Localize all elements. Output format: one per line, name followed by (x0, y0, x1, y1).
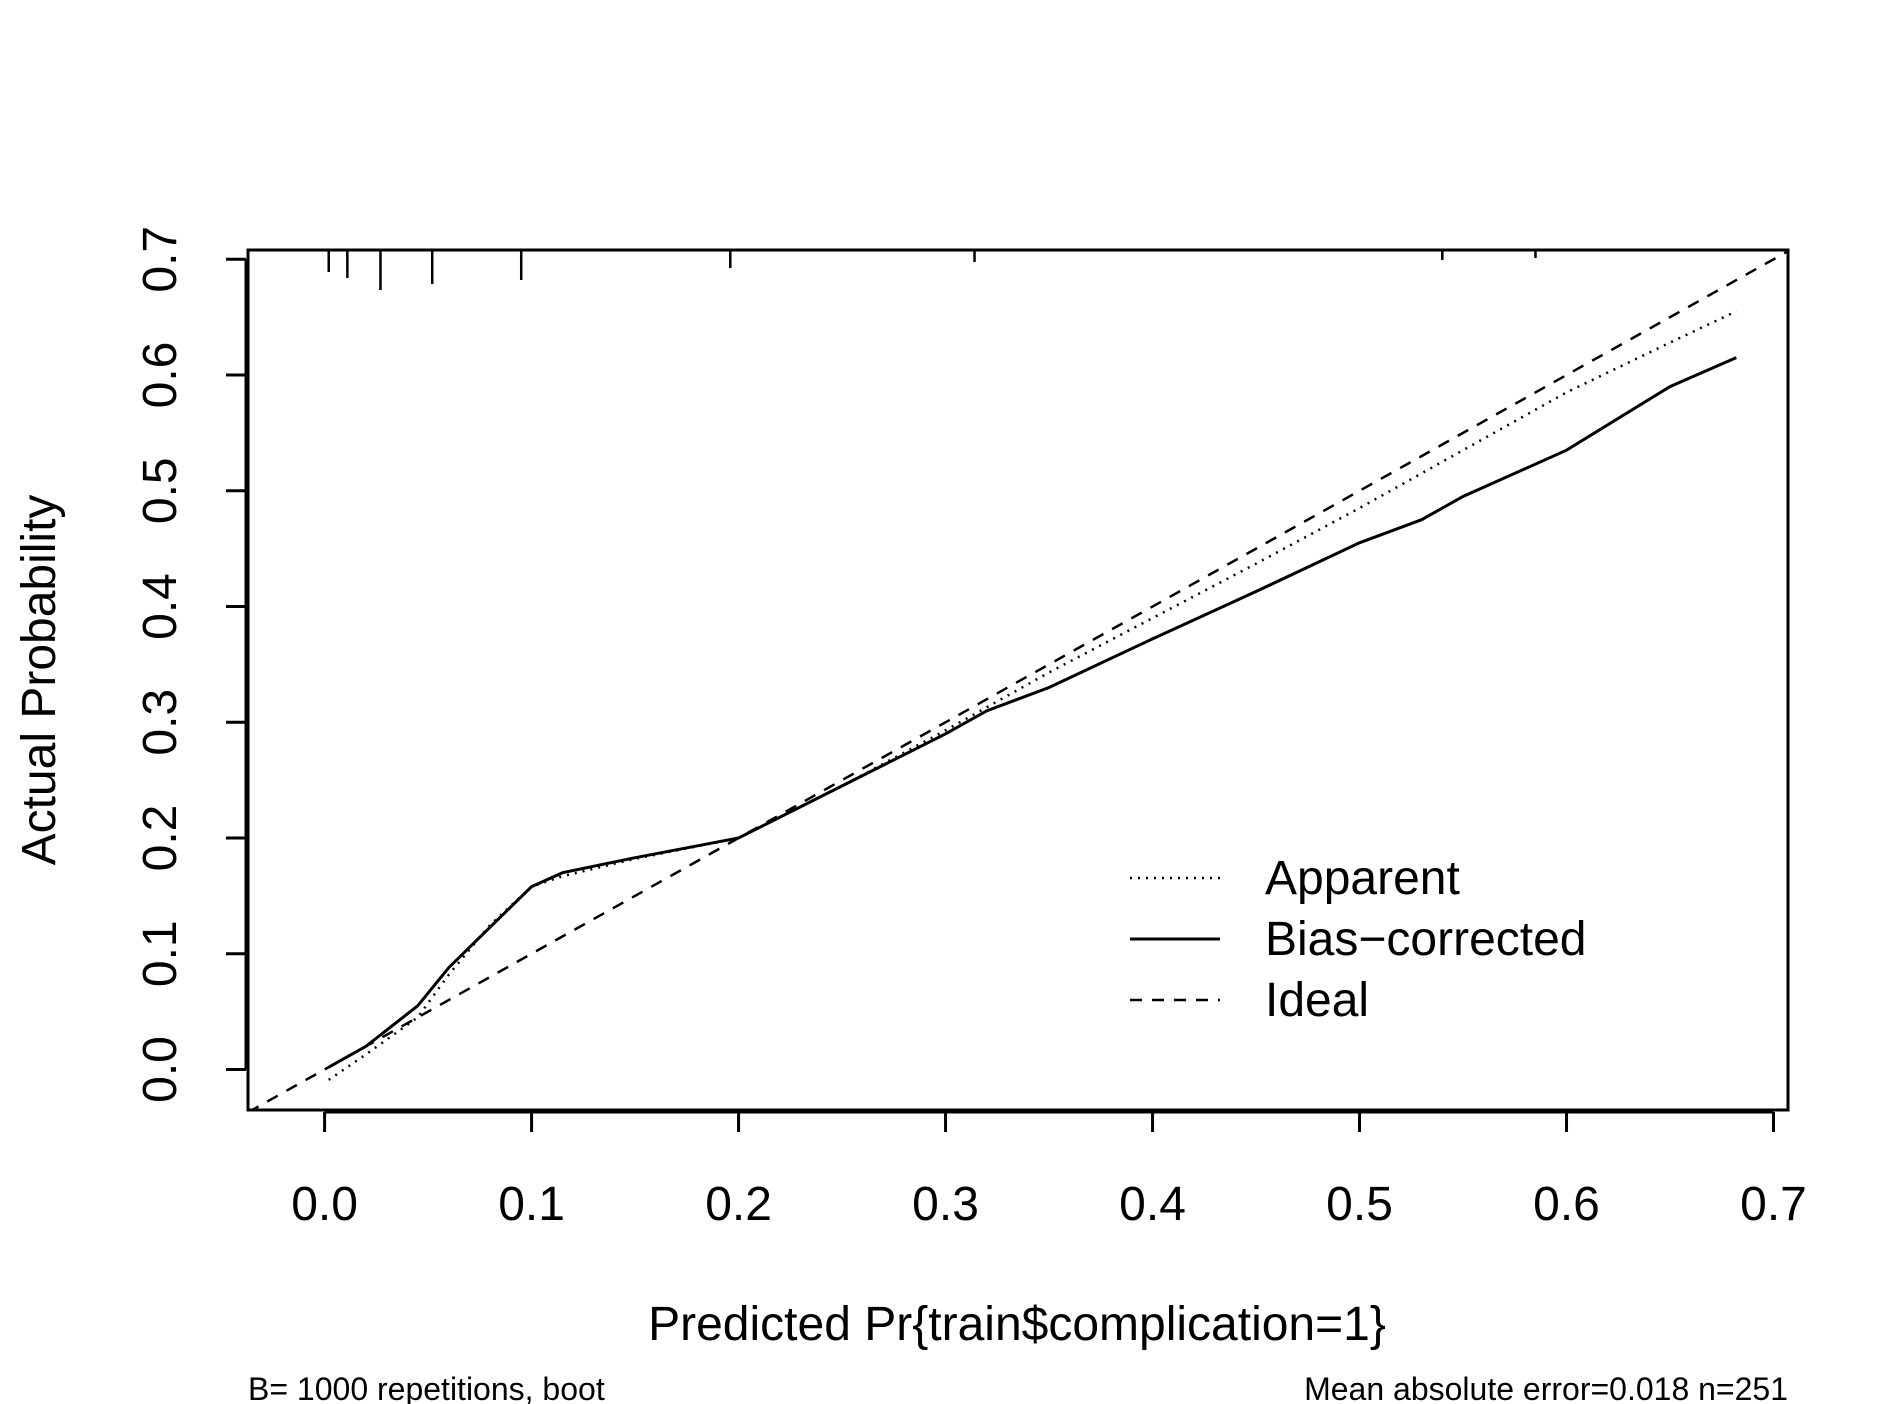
series-layer (249, 250, 1788, 1110)
y-axis: 0.0 0.1 0.2 0.3 0.4 0.5 0.6 0.7 (134, 226, 248, 1103)
series-ideal (249, 250, 1788, 1110)
rug-marks (327, 250, 1537, 290)
x-tick-label: 0.0 (291, 1178, 358, 1231)
y-tick-label: 0.7 (134, 226, 187, 293)
legend-label: Ideal (1265, 974, 1369, 1027)
y-tick-label: 0.1 (134, 920, 187, 987)
legend: Apparent Bias−corrected Ideal (1130, 852, 1587, 1027)
series-apparent (327, 310, 1737, 1081)
legend-label: Bias−corrected (1265, 913, 1587, 966)
x-tick-label: 0.4 (1119, 1178, 1186, 1231)
x-tick-label: 0.5 (1326, 1178, 1393, 1231)
series-bias-corrected (327, 356, 1737, 1069)
x-tick-label: 0.1 (498, 1178, 565, 1231)
footer-right: Mean absolute error=0.018 n=251 (1304, 1371, 1788, 1404)
x-axis: 0.0 0.1 0.2 0.3 0.4 0.5 0.6 0.7 (291, 1110, 1807, 1231)
y-axis-title: Actual Probability (13, 495, 66, 866)
plot-frame (246, 248, 1790, 1112)
x-tick-label: 0.7 (1740, 1178, 1807, 1231)
y-tick-label: 0.2 (134, 805, 187, 872)
legend-label: Apparent (1265, 852, 1460, 905)
x-axis-title: Predicted Pr{train$complication=1} (648, 1298, 1386, 1351)
y-tick-label: 0.4 (134, 573, 187, 640)
y-tick-label: 0.3 (134, 689, 187, 756)
y-tick-label: 0.5 (134, 457, 187, 524)
x-tick-label: 0.6 (1533, 1178, 1600, 1231)
y-tick-label: 0.0 (134, 1036, 187, 1103)
y-tick-label: 0.6 (134, 342, 187, 409)
x-tick-label: 0.3 (912, 1178, 979, 1231)
footer-left: B= 1000 repetitions, boot (248, 1371, 605, 1404)
x-tick-label: 0.2 (705, 1178, 772, 1231)
